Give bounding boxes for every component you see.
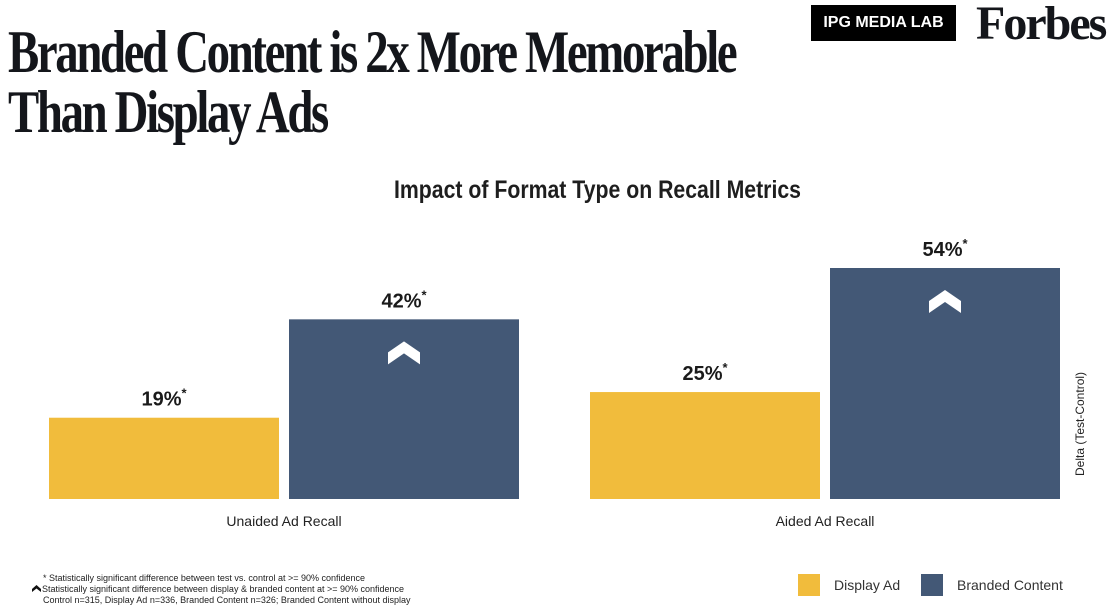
category-label-unaided-ad-recall: Unaided Ad Recall	[226, 513, 341, 529]
bar-display-ad-unaided-ad-recall	[49, 417, 279, 499]
data-label-branded-content-aided-ad-recall: 54%*	[922, 236, 968, 261]
headline: Branded Content is 2x More Memorable Tha…	[8, 19, 738, 145]
footnotes: * Statistically significant difference b…	[32, 573, 411, 606]
bar-display-ad-aided-ad-recall	[590, 392, 820, 499]
legend-item-display-ad: Display Ad	[798, 574, 900, 596]
forbes-logo: Forbes	[976, 0, 1107, 50]
data-label-display-ad-aided-ad-recall: 25%*	[682, 360, 728, 385]
footnote-significance-control: * Statistically significant difference b…	[43, 573, 366, 583]
ipg-media-lab-logo: IPG MEDIA LAB	[811, 5, 956, 41]
footnote-significance-display: Statistically significant difference bet…	[32, 584, 411, 595]
headline-line-1: Branded Content is 2x More Memorable	[8, 19, 738, 85]
footnote-sample-sizes: Control n=315, Display Ad n=336, Branded…	[43, 595, 411, 605]
bar-branded-content-aided-ad-recall	[830, 268, 1060, 499]
legend-swatch-branded-content	[921, 574, 943, 596]
legend-label-display-ad: Display Ad	[834, 577, 901, 593]
y-axis-label: Delta (Test-Control)	[1073, 371, 1087, 476]
data-label-display-ad-unaided-ad-recall: 19%*	[141, 386, 187, 411]
category-label-aided-ad-recall: Aided Ad Recall	[776, 513, 875, 529]
legend-item-branded-content: Branded Content	[921, 574, 1063, 596]
chevron-up-icon	[929, 290, 961, 313]
chevron-up-icon	[388, 341, 420, 365]
chart-title: Impact of Format Type on Recall Metrics	[394, 176, 801, 204]
legend-label-branded-content: Branded Content	[957, 577, 1063, 593]
legend-swatch-display-ad	[798, 574, 820, 596]
data-label-branded-content-unaided-ad-recall: 42%*	[381, 287, 427, 312]
headline-line-2: Than Display Ads	[8, 79, 329, 145]
chevron-up-icon	[32, 584, 42, 595]
